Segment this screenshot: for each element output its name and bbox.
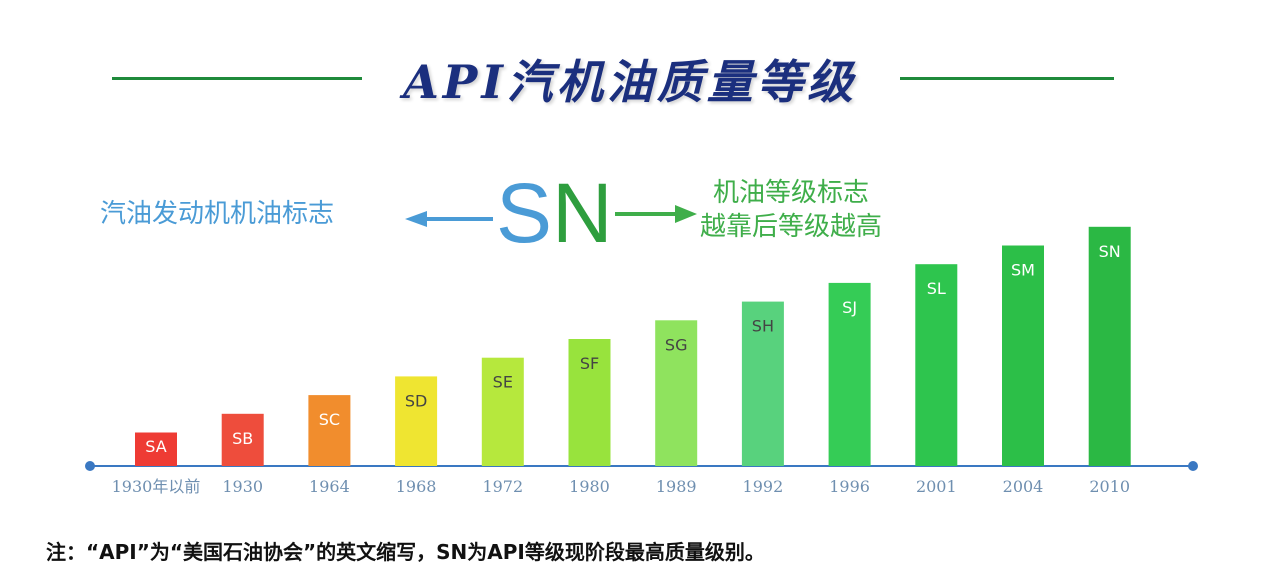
bar-label-sg: SG xyxy=(665,335,688,354)
bar-sa xyxy=(135,432,177,466)
bar-sh xyxy=(741,301,784,466)
sn-logo-s: S xyxy=(496,166,553,260)
x-tick-label: 1964 xyxy=(309,477,350,496)
x-tick-label: 1930 xyxy=(222,477,263,496)
x-tick-label: 1980 xyxy=(569,477,610,496)
x-tick-label: 1992 xyxy=(743,477,784,496)
bar-sm xyxy=(1002,245,1044,466)
bar-sc xyxy=(308,395,351,466)
x-tick-label: 1989 xyxy=(656,477,697,496)
arrow-left-icon xyxy=(405,211,493,227)
bar-sd xyxy=(395,376,438,466)
bar-sf xyxy=(568,339,611,466)
x-tick-label: 2004 xyxy=(1003,477,1044,496)
bar-sl xyxy=(915,264,958,466)
bar-label-sa: SA xyxy=(145,437,166,456)
bar-label-sd: SD xyxy=(405,391,427,410)
bar-sn xyxy=(1088,226,1131,466)
bar-label-sh: SH xyxy=(752,317,774,336)
x-tick-label: 2001 xyxy=(916,477,957,496)
x-tick-label: 1930年以前 xyxy=(112,477,201,496)
axis-start-dot xyxy=(85,461,95,471)
sn-logo-n: N xyxy=(552,166,613,260)
x-tick-label: 1968 xyxy=(396,477,437,496)
sn-logo: SN xyxy=(496,168,613,258)
title-area: API汽机油质量等级 xyxy=(0,44,1280,114)
footnote: 注：“API”为“美国石油协会”的英文缩写，SN为API等级现阶段最高质量级别。 xyxy=(46,540,765,564)
legend-left-text: 汽油发动机机油标志 xyxy=(100,199,335,229)
bar-label-sf: SF xyxy=(580,354,599,373)
axis-end-dot xyxy=(1188,461,1198,471)
bar-label-sn: SN xyxy=(1099,242,1121,261)
x-tick-label: 1996 xyxy=(829,477,870,496)
legend-right-line2: 越靠后等级越高 xyxy=(700,212,883,242)
bar-label-se: SE xyxy=(493,373,513,392)
bar-label-sl: SL xyxy=(927,279,946,298)
x-tick-label: 1972 xyxy=(482,477,523,496)
legend-right-line1: 机油等级标志 xyxy=(713,178,870,208)
chart-title: API汽机油质量等级 xyxy=(403,55,857,109)
title-line-left xyxy=(112,77,362,80)
bar-se xyxy=(481,357,524,466)
bar-sj xyxy=(828,282,871,466)
arrow-right-icon xyxy=(615,205,697,223)
bar-label-sm: SM xyxy=(1011,261,1035,280)
bar-sb xyxy=(221,413,264,466)
bar-sg xyxy=(655,320,698,466)
bar-label-sj: SJ xyxy=(842,298,857,317)
legend-right-text: 机油等级标志 越靠后等级越高 xyxy=(700,176,882,244)
bar-label-sb: SB xyxy=(232,429,253,448)
title-line-right xyxy=(900,77,1114,80)
x-tick-label: 2010 xyxy=(1089,477,1130,496)
bar-label-sc: SC xyxy=(319,410,340,429)
